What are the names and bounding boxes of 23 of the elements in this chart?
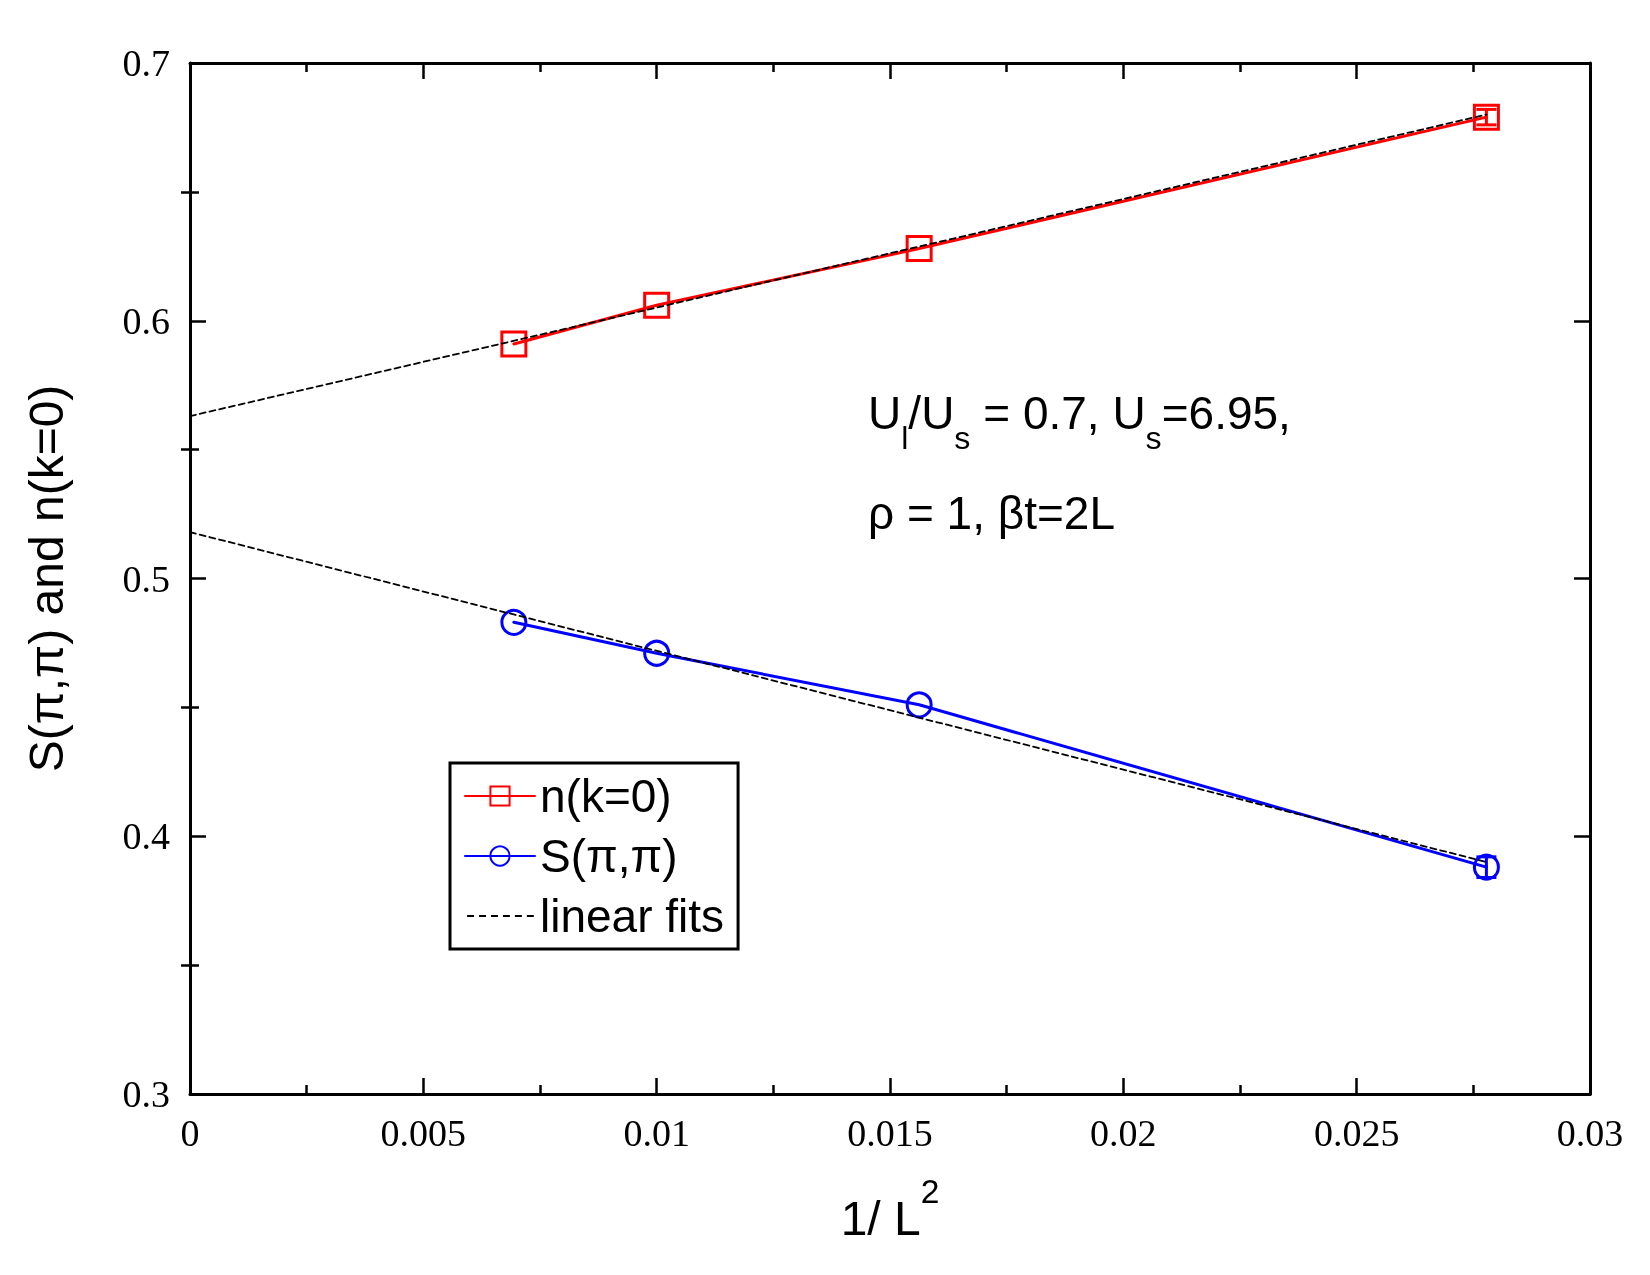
- y-tick-label: 0.3: [122, 1073, 170, 1115]
- point: [905, 235, 933, 263]
- point: [500, 608, 528, 636]
- legend-label: linear fits: [540, 890, 725, 942]
- y-tick-label: 0.5: [122, 557, 170, 600]
- x-tick-label: 0.01: [623, 1112, 690, 1154]
- x-tick-label: 0.03: [1556, 1112, 1624, 1154]
- point: [905, 691, 933, 719]
- x-tick-label: 0.005: [380, 1112, 467, 1154]
- legend-label: n(k=0): [540, 770, 672, 822]
- legend-label: S(π,π): [540, 830, 678, 882]
- point: [643, 291, 671, 319]
- x-tick-label: 0: [180, 1112, 200, 1154]
- annotation: ρ = 1, βt=2L: [868, 487, 1116, 539]
- point: [643, 639, 671, 667]
- y-tick-label: 0.7: [122, 42, 170, 84]
- x-tick-label: 0.025: [1313, 1112, 1400, 1154]
- point: [500, 330, 528, 358]
- x-tick-label: 0.015: [847, 1112, 933, 1154]
- y-tick-label: 0.6: [122, 299, 170, 342]
- y-axis-title: S(π,π) and n(k=0): [19, 384, 73, 773]
- x-tick-label: 0.02: [1090, 1112, 1157, 1154]
- y-tick-label: 0.4: [122, 815, 170, 858]
